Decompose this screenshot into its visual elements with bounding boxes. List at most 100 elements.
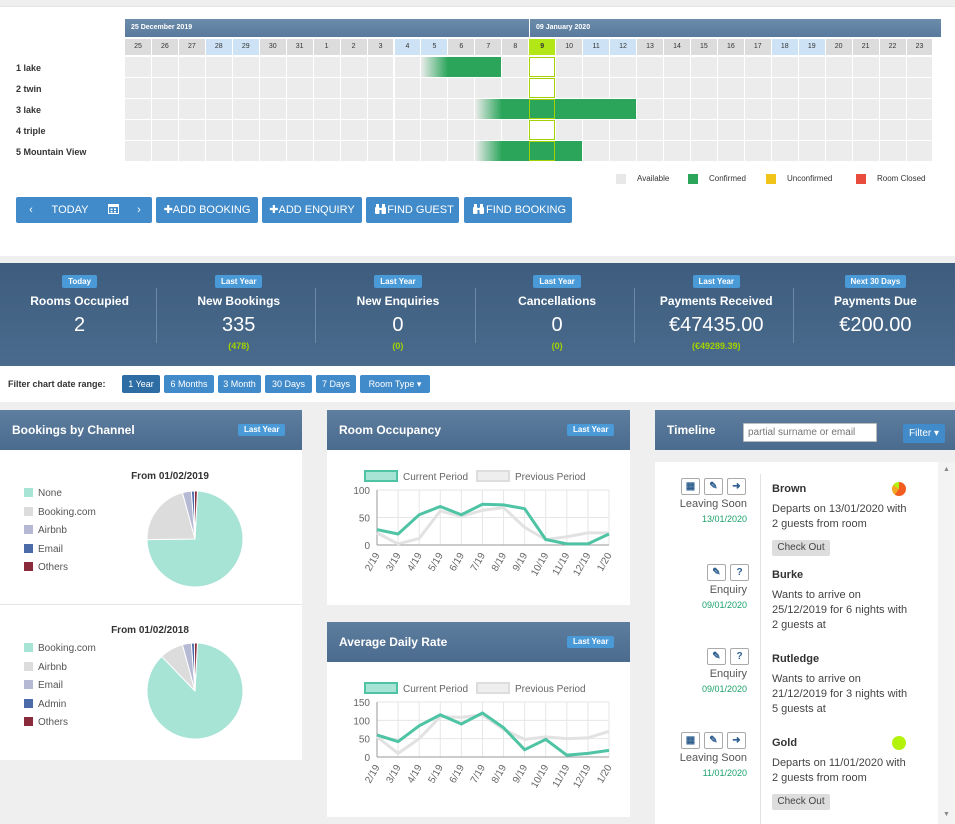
calendar-cell[interactable]: [583, 120, 610, 140]
calendar-cell[interactable]: [717, 141, 744, 161]
calendar-cell[interactable]: [690, 57, 717, 77]
calculator-icon[interactable]: ▦: [681, 478, 700, 495]
series-current-period[interactable]: [376, 502, 610, 546]
calendar-cell[interactable]: [367, 57, 394, 77]
series-current-period[interactable]: [376, 711, 610, 757]
calendar-cell[interactable]: [421, 141, 448, 161]
calendar-cell[interactable]: [906, 99, 933, 119]
calendar-cell[interactable]: [879, 78, 906, 98]
calendar-cell[interactable]: [798, 57, 825, 77]
calendar-cell[interactable]: [825, 99, 852, 119]
calendar-cell[interactable]: [232, 120, 259, 140]
calendar-cell[interactable]: [205, 141, 232, 161]
calendar-cell[interactable]: [852, 57, 879, 77]
check-out-button[interactable]: Check Out: [772, 540, 830, 556]
calendar-cell[interactable]: [340, 120, 367, 140]
calendar-cell[interactable]: [879, 120, 906, 140]
filter-option[interactable]: 3 Month: [218, 375, 261, 393]
room-label[interactable]: 2 twin: [16, 84, 42, 94]
calendar-cell[interactable]: [151, 78, 178, 98]
calendar-cell[interactable]: [637, 141, 663, 161]
calendar-cell[interactable]: [232, 78, 259, 98]
calendar-cell[interactable]: [205, 120, 232, 140]
calendar-cell[interactable]: [313, 57, 340, 77]
calendar-cell[interactable]: [259, 57, 286, 77]
calendar-cell[interactable]: [502, 120, 529, 140]
calendar-cell[interactable]: [879, 141, 906, 161]
calendar-cell[interactable]: [664, 57, 690, 77]
calendar-cell[interactable]: [421, 120, 448, 140]
calendar-cell[interactable]: [205, 78, 232, 98]
calendar-cell[interactable]: [744, 78, 771, 98]
calendar-cell[interactable]: [771, 120, 798, 140]
period-badge[interactable]: Last Year: [238, 424, 286, 436]
checkout-icon[interactable]: ➜: [727, 732, 746, 749]
find-booking-button[interactable]: FIND BOOKING: [464, 197, 572, 223]
room-label[interactable]: 5 Mountain View: [16, 147, 87, 157]
calendar-cell[interactable]: [421, 78, 448, 98]
guest-name[interactable]: Burke: [772, 569, 804, 581]
pie-slice[interactable]: [146, 492, 196, 541]
calendar-cell[interactable]: [717, 99, 744, 119]
calendar-cell[interactable]: [448, 141, 475, 161]
calendar-cell[interactable]: [771, 57, 798, 77]
add-booking-button[interactable]: ✚ADD BOOKING: [156, 197, 258, 223]
calendar-cell[interactable]: [394, 57, 421, 77]
calendar-cell[interactable]: [125, 141, 151, 161]
calendar-cell[interactable]: [610, 120, 637, 140]
calendar-cell[interactable]: [744, 141, 771, 161]
today-cell[interactable]: [529, 141, 556, 161]
calendar-cell[interactable]: [394, 99, 421, 119]
calendar-cell[interactable]: [205, 57, 232, 77]
calendar-cell[interactable]: [232, 141, 259, 161]
calendar-cell[interactable]: [475, 120, 502, 140]
calendar-cell[interactable]: [475, 78, 502, 98]
calendar-cell[interactable]: [610, 78, 637, 98]
calendar-icon[interactable]: [106, 197, 120, 223]
calendar-cell[interactable]: [340, 141, 367, 161]
calendar-cell[interactable]: [664, 120, 690, 140]
calendar-cell[interactable]: [825, 141, 852, 161]
calendar-cell[interactable]: [286, 78, 313, 98]
calendar-cell[interactable]: [906, 141, 933, 161]
calendar-cell[interactable]: [771, 78, 798, 98]
calendar-cell[interactable]: [637, 120, 663, 140]
calendar-cell[interactable]: [637, 99, 663, 119]
calendar-cell[interactable]: [340, 57, 367, 77]
calendar-cell[interactable]: [664, 141, 690, 161]
calendar-cell[interactable]: [610, 57, 637, 77]
calendar-cell[interactable]: [421, 99, 448, 119]
calendar-cell[interactable]: [367, 141, 394, 161]
prev-button[interactable]: ‹: [29, 204, 33, 216]
add-enquiry-button[interactable]: ✚ADD ENQUIRY: [262, 197, 362, 223]
calendar-cell[interactable]: [556, 120, 583, 140]
pie-legend-item[interactable]: Airbnb: [24, 661, 96, 681]
calendar-cell[interactable]: [690, 120, 717, 140]
calendar-cell[interactable]: [313, 141, 340, 161]
calendar-cell[interactable]: [151, 141, 178, 161]
calendar-cell[interactable]: [556, 78, 583, 98]
pie-legend-item[interactable]: Admin: [24, 698, 96, 718]
calendar-cell[interactable]: [502, 78, 529, 98]
calendar-cell[interactable]: [178, 57, 205, 77]
calendar-cell[interactable]: [771, 99, 798, 119]
calendar-cell[interactable]: [448, 99, 475, 119]
pie-slice[interactable]: [193, 642, 198, 692]
calendar-cell[interactable]: [259, 78, 286, 98]
question-icon[interactable]: ?: [730, 648, 749, 665]
calendar-cell[interactable]: [394, 141, 421, 161]
calendar-cell[interactable]: [394, 120, 421, 140]
pie-legend-item[interactable]: Email: [24, 680, 96, 699]
calendar-cell[interactable]: [259, 141, 286, 161]
calendar-cell[interactable]: [178, 78, 205, 98]
calendar-cell[interactable]: [448, 120, 475, 140]
calendar-cell[interactable]: [286, 141, 313, 161]
calendar-cell[interactable]: [125, 57, 151, 77]
calendar-cell[interactable]: [340, 78, 367, 98]
calendar-cell[interactable]: [852, 99, 879, 119]
calendar-cell[interactable]: [556, 57, 583, 77]
calendar-cell[interactable]: [690, 141, 717, 161]
calendar-cell[interactable]: [664, 78, 690, 98]
find-guest-button[interactable]: FIND GUEST: [366, 197, 459, 223]
calendar-cell[interactable]: [178, 120, 205, 140]
